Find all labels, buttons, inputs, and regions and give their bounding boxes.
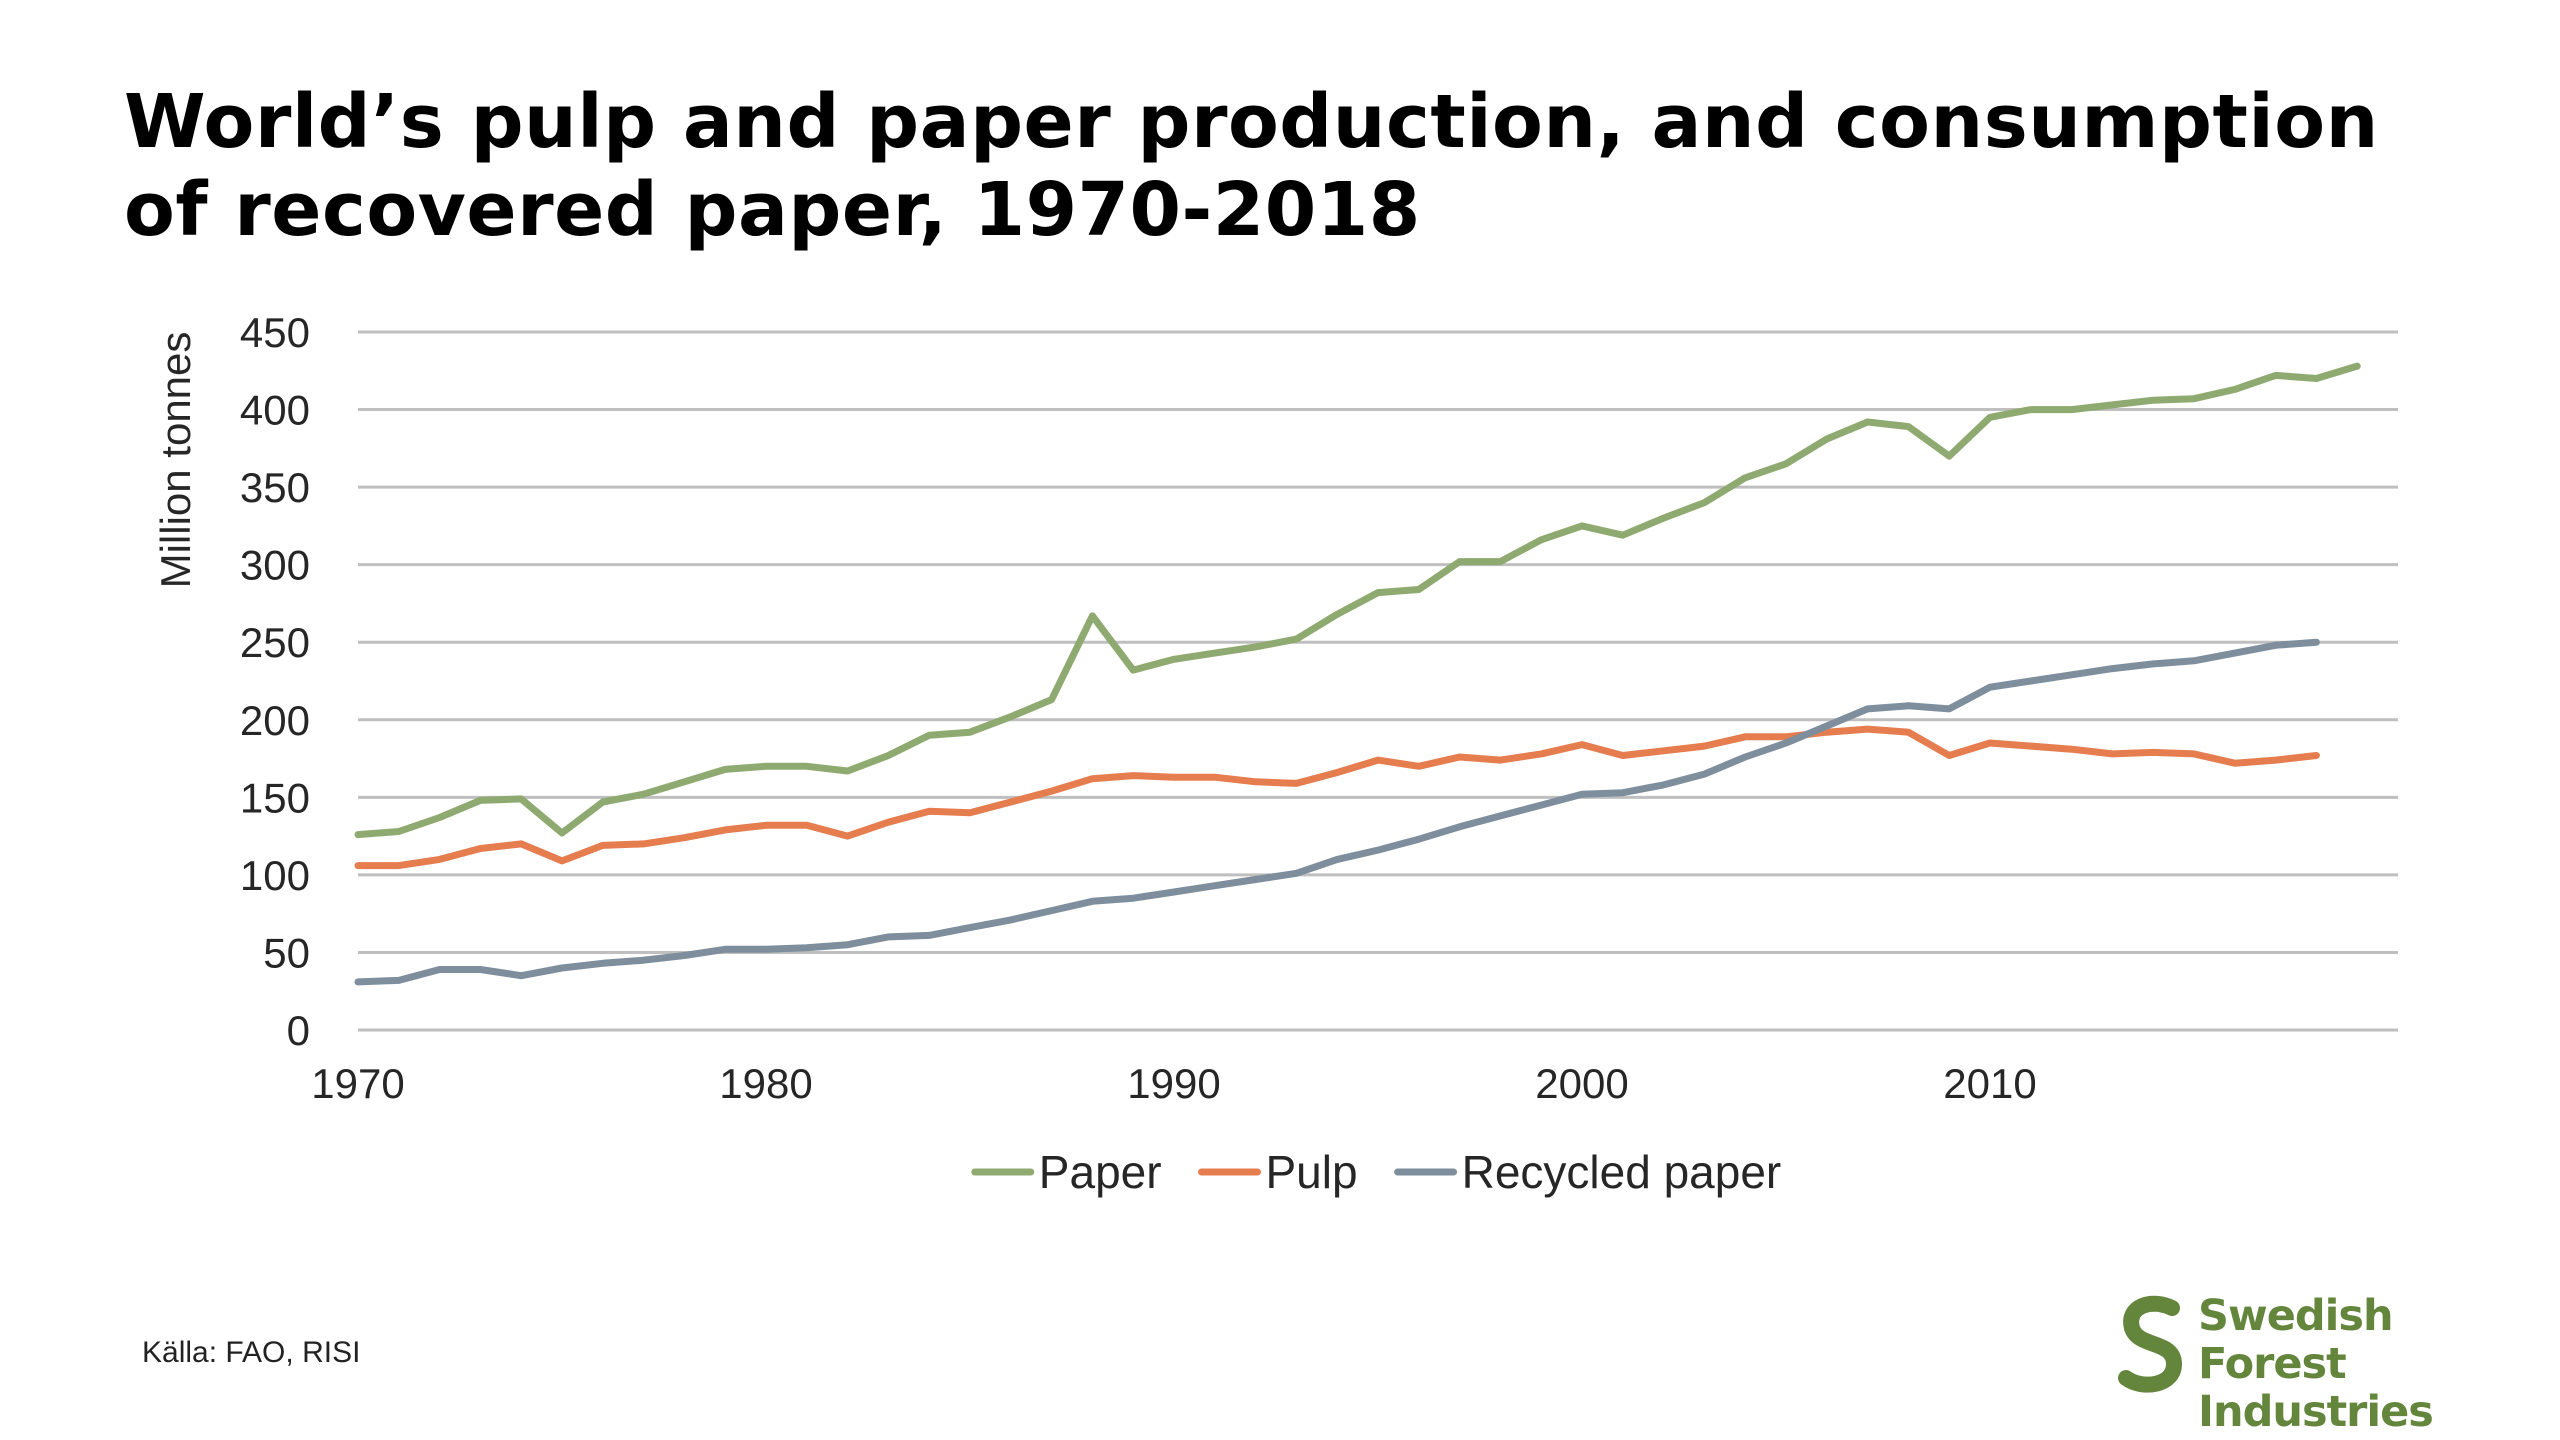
y-tick-label: 50 — [263, 929, 310, 976]
legend-label: Recycled paper — [1462, 1146, 1782, 1198]
y-tick-label: 450 — [240, 309, 310, 356]
legend-label: Paper — [1039, 1146, 1162, 1198]
x-tick-label: 2000 — [1535, 1060, 1628, 1107]
y-tick-label: 100 — [240, 852, 310, 899]
x-tick-label: 1970 — [311, 1060, 404, 1107]
legend-item-recycled-paper: Recycled paper — [1394, 1146, 1782, 1198]
gridlines — [358, 330, 2398, 1032]
y-tick-label: 300 — [240, 542, 310, 589]
source-note: Källa: FAO, RISI — [142, 1336, 361, 1369]
series-line-paper — [354, 362, 2361, 839]
legend: Paper Pulp Recycled paper — [971, 1146, 1782, 1198]
y-axis-title: Million tonnes — [152, 332, 199, 589]
logo-text-line2: Industries — [2198, 1387, 2434, 1437]
x-tick-label: 2010 — [1943, 1060, 2036, 1107]
y-tick-label: 0 — [287, 1007, 310, 1054]
x-tick-label: 1990 — [1127, 1060, 1220, 1107]
y-tick-label: 350 — [240, 464, 310, 511]
legend-item-pulp: Pulp — [1198, 1146, 1358, 1198]
logo-text: Swedish Forest Industries — [2198, 1292, 2512, 1436]
y-tick-labels: 0 50 100 150 200 250 300 350 400 450 — [240, 309, 310, 1054]
logo-text-line1: Swedish Forest — [2198, 1291, 2394, 1389]
x-tick-label: 1980 — [719, 1060, 812, 1107]
y-tick-label: 400 — [240, 387, 310, 434]
series-line-pulp — [354, 725, 2320, 870]
y-tick-label: 200 — [240, 697, 310, 744]
x-tick-labels: 1970 1980 1990 2000 2010 — [311, 1060, 2036, 1107]
company-logo: Swedish Forest Industries — [2112, 1288, 2512, 1436]
legend-item-paper: Paper — [971, 1146, 1162, 1198]
line-chart: 0 50 100 150 200 250 300 350 400 450 1970 1980 1990… — [152, 309, 2398, 1198]
y-tick-label: 150 — [240, 774, 310, 821]
page-title: World’s pulp and paper production, and c… — [124, 79, 2379, 253]
series-line-recycled-paper — [354, 638, 2320, 986]
y-tick-label: 250 — [240, 619, 310, 666]
series-lines — [354, 362, 2361, 986]
legend-label: Pulp — [1266, 1146, 1358, 1198]
swedish-forest-industries-logo-icon — [2118, 1295, 2183, 1393]
